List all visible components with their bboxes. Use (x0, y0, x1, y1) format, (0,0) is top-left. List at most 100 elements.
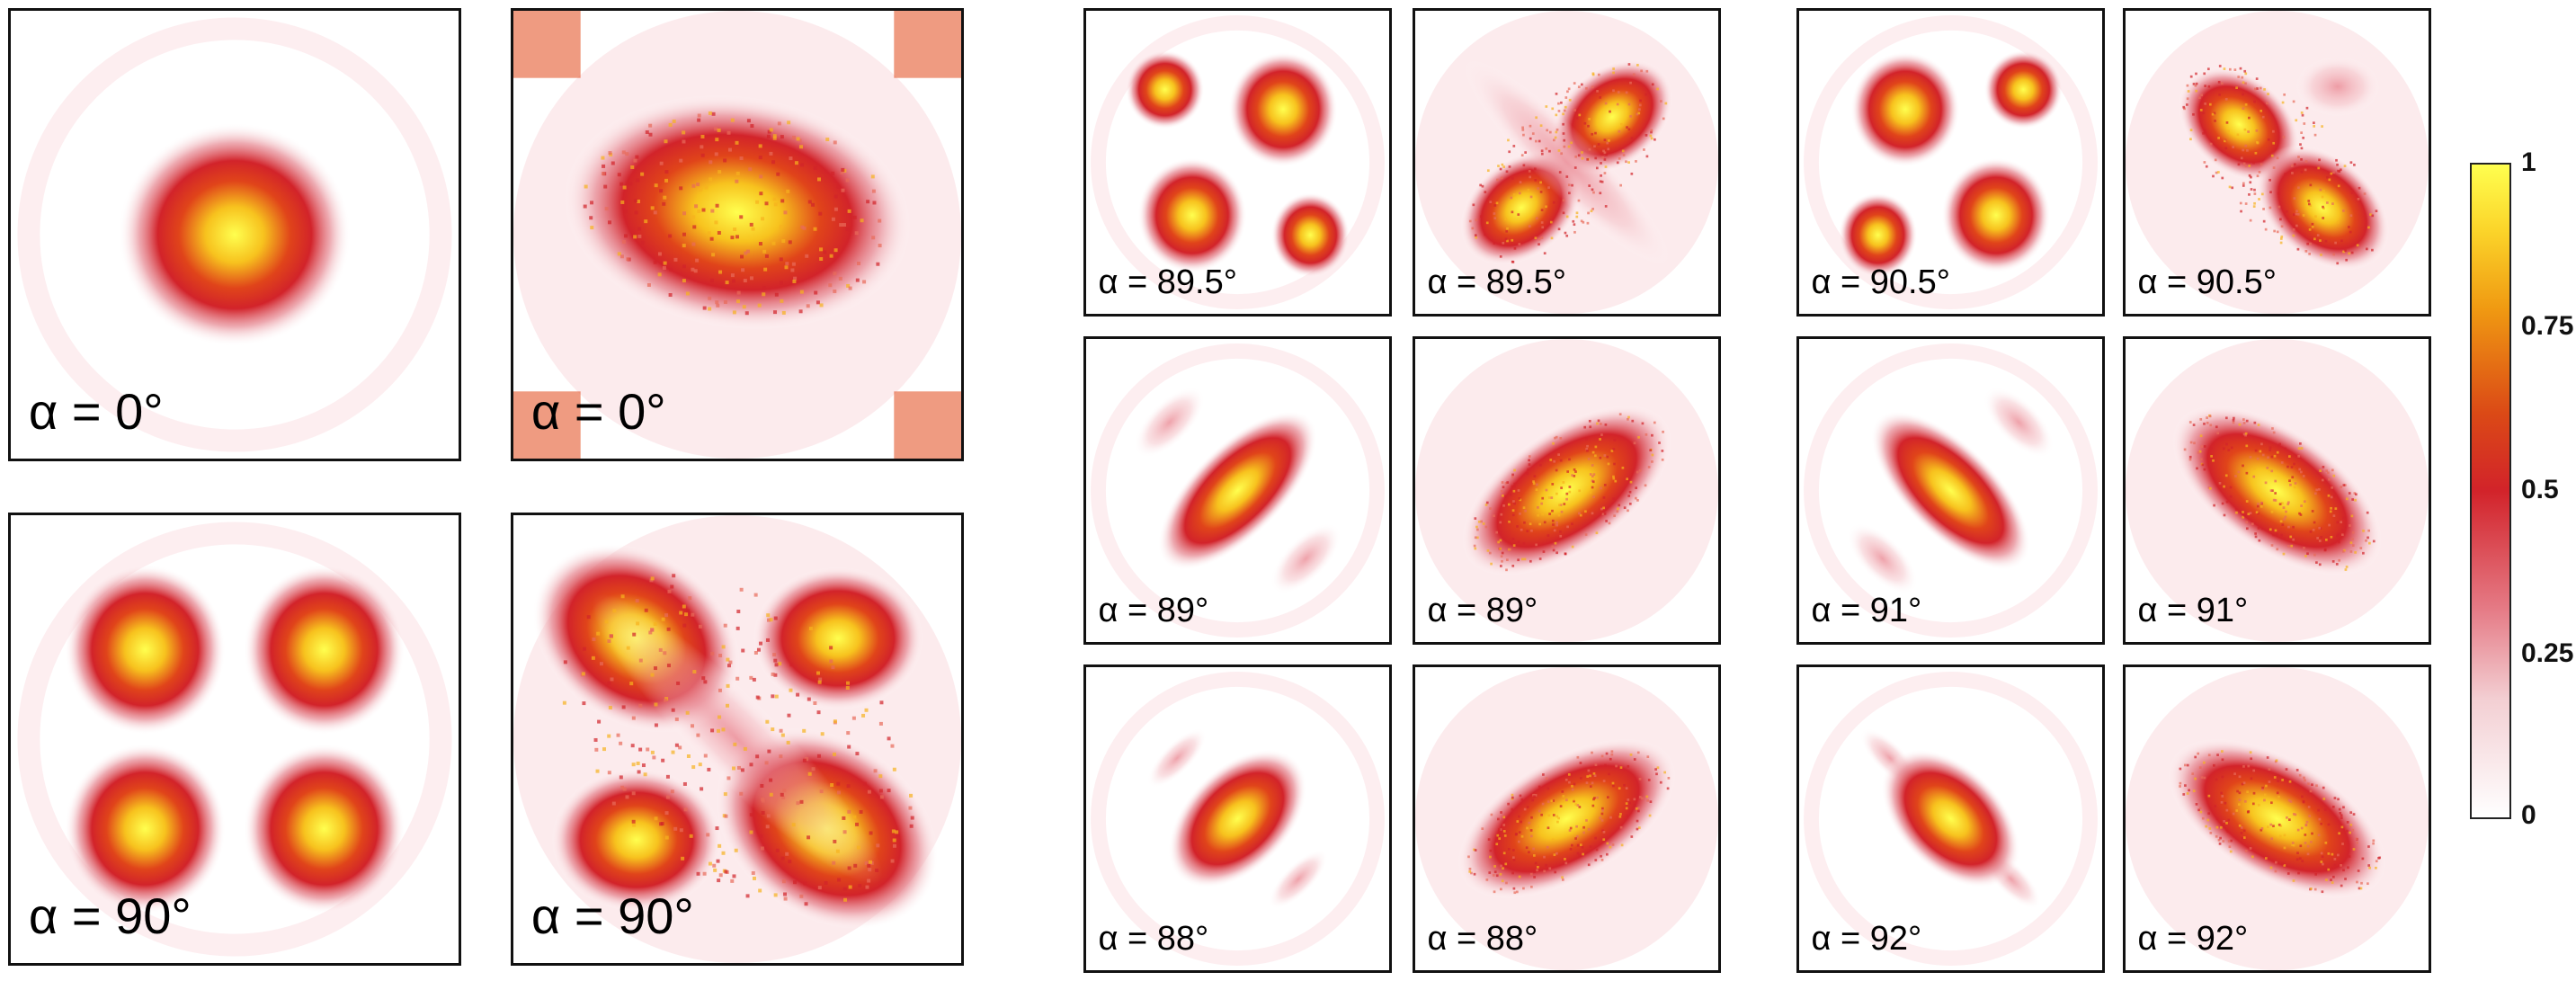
speckle (1592, 798, 1595, 801)
speckle (2375, 210, 2378, 213)
speckle (2206, 67, 2210, 71)
speckle (780, 856, 785, 861)
speckle (2286, 501, 2290, 504)
speckle (2315, 561, 2318, 564)
speckle (700, 787, 704, 791)
speckle (2315, 784, 2318, 788)
speckle (654, 702, 658, 707)
speckle (1546, 129, 1549, 132)
speckle (846, 784, 851, 789)
speckle (2349, 811, 2353, 814)
speckle (1506, 239, 1509, 243)
speckle (855, 278, 860, 282)
speckle (1512, 544, 1516, 547)
speckle (2303, 776, 2305, 780)
speckle (1485, 221, 1489, 225)
speckle (2268, 780, 2271, 783)
speckle (2337, 798, 2340, 801)
speckle (697, 118, 701, 122)
speckle (1547, 496, 1551, 499)
speckle (1559, 459, 1563, 462)
speckle (1625, 91, 1628, 94)
speckle (819, 247, 824, 252)
speckle (644, 219, 648, 224)
speckle (691, 724, 695, 728)
speckle (1541, 226, 1545, 229)
speckle (1623, 783, 1626, 787)
speckle (2270, 510, 2274, 513)
speckle (806, 304, 810, 308)
speckle (1512, 145, 1516, 147)
speckle (611, 161, 615, 165)
speckle (2276, 791, 2279, 795)
speckle (1535, 116, 1538, 120)
speckle (787, 120, 791, 125)
speckle (2283, 93, 2286, 96)
speckle (2219, 836, 2222, 840)
speckle (1566, 90, 1569, 94)
speckle (1488, 871, 1492, 874)
speckle (2223, 67, 2226, 70)
speckle (1528, 463, 1531, 466)
speckle (1541, 496, 1545, 500)
speckle (617, 173, 621, 177)
speckle (1651, 453, 1654, 457)
speckle (752, 876, 756, 880)
speckle (2321, 195, 2324, 199)
speckle (666, 664, 671, 668)
speckle (2292, 525, 2295, 529)
speckle (771, 694, 775, 699)
lobe (2178, 67, 2301, 183)
speckle (2300, 826, 2304, 830)
speckle (2203, 468, 2206, 471)
speckle (2272, 141, 2276, 145)
exp-alpha-89-5-label: α = 89.5° (1427, 263, 1566, 301)
speckle (831, 171, 835, 175)
lobe (1870, 410, 2031, 571)
speckle (1607, 796, 1609, 799)
speckle (1596, 796, 1599, 799)
speckle (2288, 818, 2291, 821)
speckle (2212, 459, 2215, 462)
speckle (1515, 890, 1519, 894)
speckle (2262, 208, 2265, 210)
speckle (2351, 531, 2355, 534)
speckle (1481, 184, 1484, 188)
speckle (2203, 776, 2206, 780)
speckle (646, 747, 650, 752)
speckle (725, 703, 729, 708)
speckle (1476, 528, 1479, 531)
speckle (772, 134, 777, 138)
speckle (1501, 559, 1503, 563)
speckle (1502, 241, 1505, 245)
sim-alpha-90-label: α = 90° (28, 887, 192, 945)
speckle (1640, 69, 1643, 73)
speckle (841, 188, 845, 192)
speckle (2299, 513, 2303, 516)
speckle (755, 754, 760, 759)
speckle (782, 789, 787, 793)
speckle (2272, 431, 2276, 434)
sim-alpha-91: α = 91° (1796, 336, 2105, 645)
speckle (2201, 816, 2205, 820)
speckle (657, 252, 662, 256)
speckle (1584, 533, 1588, 536)
speckle (2188, 789, 2190, 792)
speckle (1537, 506, 1539, 509)
speckle (668, 234, 673, 238)
sim-alpha-89-5: α = 89.5° (1083, 8, 1392, 317)
ring (1804, 672, 2098, 966)
speckle (853, 863, 858, 868)
speckle (1562, 795, 1565, 798)
speckle (1567, 145, 1571, 148)
speckle (1595, 531, 1599, 535)
speckle (817, 886, 822, 890)
speckle (1547, 186, 1550, 189)
speckle (682, 604, 686, 609)
speckle (2242, 433, 2246, 436)
speckle (1511, 475, 1514, 478)
speckle (1591, 73, 1595, 76)
speckle (1563, 109, 1566, 112)
speckle (2212, 174, 2215, 178)
speckle (1511, 485, 1514, 488)
